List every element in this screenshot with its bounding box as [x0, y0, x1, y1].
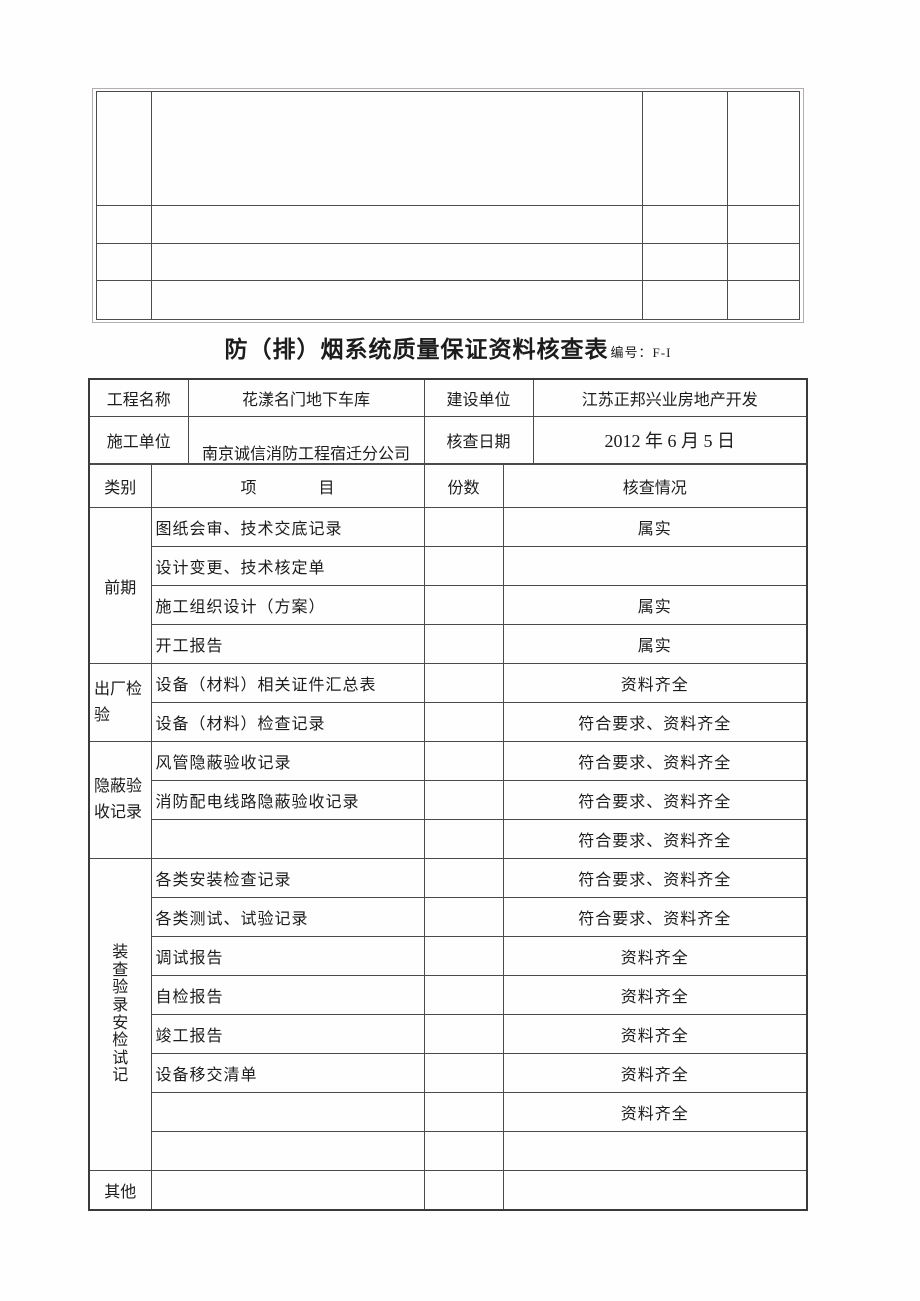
- column-header-status: 核查情况: [502, 463, 808, 508]
- copies-cell: [423, 975, 504, 1015]
- copies-cell: [423, 546, 504, 586]
- item-cell: [150, 1131, 425, 1171]
- empty-cell: [96, 280, 152, 320]
- item-cell: 竣工报告: [150, 1014, 425, 1054]
- status-cell: 符合要求、资料齐全: [502, 819, 808, 859]
- copies-cell: [423, 1092, 504, 1132]
- project-name-label: 工程名称: [88, 378, 189, 417]
- status-cell: 资料齐全: [502, 663, 808, 703]
- empty-cell: [727, 91, 800, 206]
- contractor-value: 南京诚信消防工程宿迁分公司: [187, 415, 425, 465]
- status-cell: 符合要求、资料齐全: [502, 780, 808, 820]
- status-cell: 资料齐全: [502, 1053, 808, 1093]
- check-date-value: 2012 年 6 月 5 日: [532, 415, 808, 465]
- item-cell: 风管隐蔽验收记录: [150, 741, 425, 781]
- page-title: 防（排）烟系统质量保证资料核查表: [224, 337, 609, 362]
- project-info-table: 工程名称 花漾名门地下车库 建设单位 江苏正邦兴业房地产开发 施工单位 南京诚信…: [88, 378, 808, 465]
- item-cell: 消防配电线路隐蔽验收记录: [150, 780, 425, 820]
- empty-cell: [727, 243, 800, 281]
- category-cell-concealed-acceptance: 隐蔽验收记录: [88, 741, 152, 859]
- column-header-item: 项 目: [150, 463, 425, 508]
- empty-cell: [727, 280, 800, 320]
- status-cell: 符合要求、资料齐全: [502, 702, 808, 742]
- copies-cell: [423, 702, 504, 742]
- column-header-copies: 份数: [423, 463, 504, 508]
- category-cell-installation-check: 装查验录安检试记: [88, 858, 152, 1171]
- copies-cell: [423, 663, 504, 703]
- copies-cell: [423, 858, 504, 898]
- copies-cell: [423, 741, 504, 781]
- empty-cell: [642, 91, 728, 206]
- item-cell: [150, 1170, 425, 1210]
- category-cell-other: 其他: [88, 1170, 152, 1210]
- vertical-category-label: 装查验录安检试记: [112, 944, 129, 1085]
- copies-cell: [423, 936, 504, 976]
- empty-cell: [642, 280, 728, 320]
- project-name-value: 花漾名门地下车库: [187, 378, 425, 417]
- copies-cell: [423, 1170, 504, 1210]
- builder-value: 江苏正邦兴业房地产开发: [532, 378, 808, 417]
- continuation-table: [96, 91, 800, 320]
- item-cell: 设备（材料）相关证件汇总表: [150, 663, 425, 703]
- builder-label: 建设单位: [423, 378, 534, 417]
- checklist-table: 类别 项 目 份数 核查情况 前期 图纸会审、技术交底记录 属实 设计变更、技术…: [88, 463, 808, 1211]
- item-cell: [150, 1092, 425, 1132]
- copies-cell: [423, 897, 504, 937]
- status-cell: [502, 1131, 808, 1171]
- empty-cell: [642, 243, 728, 281]
- previous-page-table: [92, 88, 804, 323]
- document-title-row: 防（排）烟系统质量保证资料核查表 编号：F-I: [88, 330, 808, 364]
- status-cell: 资料齐全: [502, 1092, 808, 1132]
- copies-cell: [423, 585, 504, 625]
- copies-cell: [423, 780, 504, 820]
- status-cell: 符合要求、资料齐全: [502, 897, 808, 937]
- item-cell: 图纸会审、技术交底记录: [150, 507, 425, 547]
- copies-cell: [423, 819, 504, 859]
- item-cell: 调试报告: [150, 936, 425, 976]
- status-cell: [502, 1170, 808, 1210]
- item-cell: 设备移交清单: [150, 1053, 425, 1093]
- check-date-label: 核查日期: [423, 415, 534, 465]
- contractor-label: 施工单位: [88, 415, 189, 465]
- item-cell: [150, 819, 425, 859]
- status-cell: 资料齐全: [502, 975, 808, 1015]
- empty-cell: [727, 205, 800, 244]
- empty-cell: [96, 91, 152, 206]
- item-cell: 各类安装检查记录: [150, 858, 425, 898]
- copies-cell: [423, 624, 504, 664]
- column-header-category: 类别: [88, 463, 152, 508]
- category-cell-factory-inspection: 出厂检验: [88, 663, 152, 742]
- column-header-item-right: 目: [318, 479, 335, 497]
- item-cell: 设备（材料）检查记录: [150, 702, 425, 742]
- empty-cell: [642, 205, 728, 244]
- empty-cell: [151, 91, 643, 206]
- status-cell: [502, 546, 808, 586]
- item-cell: 自检报告: [150, 975, 425, 1015]
- empty-cell: [96, 205, 152, 244]
- empty-cell: [151, 205, 643, 244]
- status-cell: 资料齐全: [502, 1014, 808, 1054]
- status-cell: 资料齐全: [502, 936, 808, 976]
- item-cell: 开工报告: [150, 624, 425, 664]
- category-cell-early-stage: 前期: [88, 507, 152, 664]
- status-cell: 符合要求、资料齐全: [502, 858, 808, 898]
- copies-cell: [423, 1131, 504, 1171]
- status-cell: 属实: [502, 507, 808, 547]
- item-cell: 各类测试、试验记录: [150, 897, 425, 937]
- empty-cell: [151, 280, 643, 320]
- empty-cell: [151, 243, 643, 281]
- copies-cell: [423, 507, 504, 547]
- copies-cell: [423, 1014, 504, 1054]
- item-cell: 设计变更、技术核定单: [150, 546, 425, 586]
- copies-cell: [423, 1053, 504, 1093]
- doc-number: 编号：F-I: [610, 345, 672, 360]
- status-cell: 属实: [502, 624, 808, 664]
- status-cell: 属实: [502, 585, 808, 625]
- column-header-item-left: 项: [240, 479, 257, 497]
- empty-cell: [96, 243, 152, 281]
- status-cell: 符合要求、资料齐全: [502, 741, 808, 781]
- item-cell: 施工组织设计（方案）: [150, 585, 425, 625]
